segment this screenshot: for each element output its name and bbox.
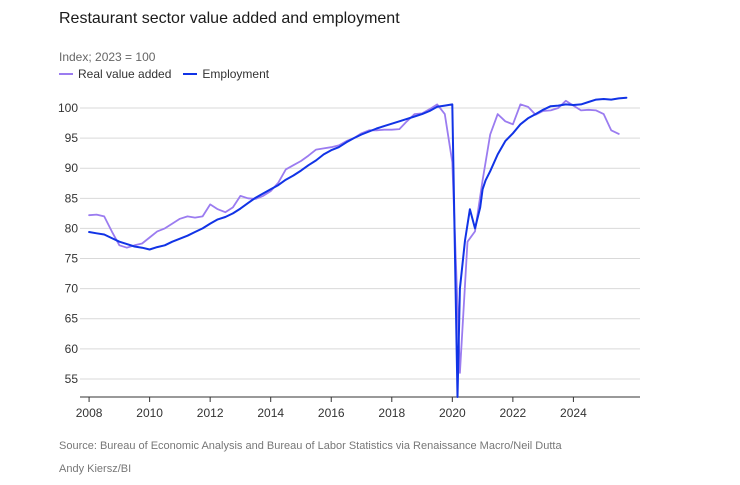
y-tick-label-80: 80 xyxy=(65,221,79,235)
chart-title: Restaurant sector value added and employ… xyxy=(59,10,400,27)
legend-swatch-employment xyxy=(183,73,198,75)
x-tick-label-2016: 2016 xyxy=(318,406,345,420)
y-tick-label-85: 85 xyxy=(65,191,79,205)
y-tick-label-65: 65 xyxy=(65,312,79,326)
series-line-employment xyxy=(88,96,628,398)
x-tick-label-2008: 2008 xyxy=(76,406,103,420)
y-tick-label-70: 70 xyxy=(65,282,79,296)
x-tick-label-2010: 2010 xyxy=(136,406,163,420)
grid-layer xyxy=(80,107,640,380)
legend-item-employment: Employment xyxy=(183,67,269,81)
legend-swatch-value-added xyxy=(59,73,73,75)
axis-layer: 55 60 65 70 75 80 85 90 95 100 2008 2010 2012 2014 201… xyxy=(58,101,640,420)
y-tick-label-95: 95 xyxy=(65,131,79,145)
y-tick-label-90: 90 xyxy=(65,161,79,175)
y-tick-label-100: 100 xyxy=(58,101,78,115)
credit-note: Andy Kiersz/BI xyxy=(59,463,132,475)
y-tick-label-55: 55 xyxy=(65,372,79,386)
x-tick-label-2012: 2012 xyxy=(197,406,224,420)
y-tick-label-60: 60 xyxy=(65,342,79,356)
y-tick-label-75: 75 xyxy=(65,252,79,266)
series-layer xyxy=(88,96,628,398)
x-tick-label-2022: 2022 xyxy=(500,406,527,420)
chart-subtitle: Index; 2023 = 100 xyxy=(59,50,156,64)
legend: Real value added Employment xyxy=(59,67,281,81)
x-tick-label-2014: 2014 xyxy=(257,406,284,420)
legend-item-value-added: Real value added xyxy=(59,67,171,81)
legend-label-value-added: Real value added xyxy=(78,67,172,81)
x-tick-label-2018: 2018 xyxy=(378,406,405,420)
x-tick-label-2024: 2024 xyxy=(560,406,587,420)
legend-label-employment: Employment xyxy=(202,67,270,81)
source-note: Source: Bureau of Economic Analysis and … xyxy=(59,440,562,452)
x-tick-label-2020: 2020 xyxy=(439,406,466,420)
series-line-real-value-added xyxy=(88,99,620,374)
